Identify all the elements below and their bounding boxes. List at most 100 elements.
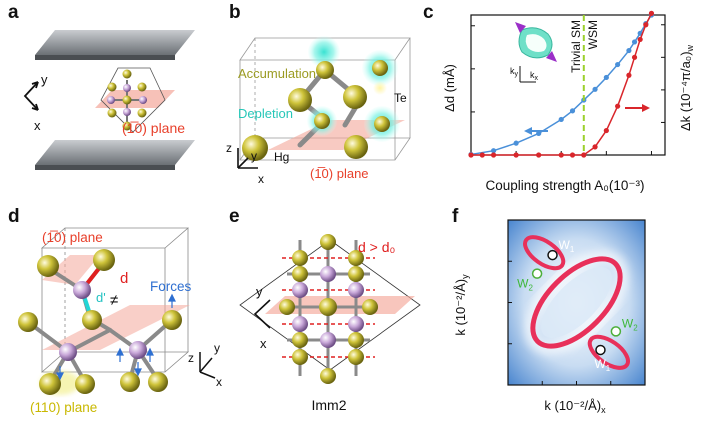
top-slab (35, 30, 195, 55)
panel-b: Accumulation Depletion Te Hg (1̅0) plane… (226, 36, 411, 186)
fermi-arc-inner (541, 267, 612, 338)
series-line-c-1 (471, 13, 653, 156)
data-point-c-0 (536, 130, 542, 137)
data-point-c-0 (490, 148, 497, 154)
weyl-label-main: W (559, 238, 571, 252)
crystal-atoms-a (107, 69, 147, 131)
panel-label-b: b (229, 2, 241, 23)
panel-d: (1̅0) plane d ≠ d' Forces (110) plane z … (18, 227, 222, 415)
data-point-c-0 (558, 116, 564, 123)
data-point-c-1 (643, 22, 649, 28)
axis-x-label-a: x (34, 118, 41, 133)
axis-arrows-c (524, 104, 650, 135)
data-point-c-0 (631, 39, 638, 45)
weyl-point-2 (531, 268, 543, 279)
panel-a: y x (1̅0) plane (23, 30, 195, 170)
panel-label-f: f (452, 206, 459, 227)
data-point-c-0 (626, 47, 632, 54)
plane-label-a: (1̅0) plane (122, 120, 185, 136)
accumulation-label: Accumulation (238, 66, 316, 81)
axes-d (199, 352, 216, 379)
weyl-label-sub: 2 (528, 284, 533, 293)
xlabel-c: Coupling strength A₀(10⁻³) (485, 178, 644, 193)
d-label: d (120, 270, 128, 287)
data-point-c-1 (637, 36, 643, 43)
plane-highlight-d-top (42, 305, 190, 350)
data-point-c-1 (490, 152, 497, 158)
axis-x-label-e: x (260, 336, 267, 351)
subscript: y (460, 274, 470, 279)
atoms-b (242, 60, 390, 161)
data-point-c-0 (603, 74, 609, 81)
axis-y-label-d: y (214, 341, 220, 355)
data-point-c-1 (581, 152, 587, 158)
weyl-point-1 (595, 344, 606, 356)
arc-lobe-0 (587, 334, 630, 370)
hg-label: Hg (274, 150, 289, 164)
data-point-c-0 (513, 140, 519, 146)
plane-bottom-label-d: (110) plane (30, 400, 97, 415)
weyl-label-sub: 1 (570, 245, 575, 254)
panel-label-a: a (8, 2, 19, 23)
panel-c: Trivial SM WSM ky kx Δd (mÅ) Δk (10⁻⁴π/a… (442, 10, 695, 193)
group-label-e: Imm2 (312, 397, 347, 413)
plane-label-b: (1̅0) plane (310, 166, 369, 181)
bottom-slab (35, 140, 195, 165)
weyl-label-main: W (594, 357, 606, 371)
series-line-c-0 (470, 14, 653, 156)
chart-c (468, 10, 665, 158)
atoms-d (18, 249, 182, 395)
weyl-point-3 (610, 326, 622, 337)
arc-lobe-1 (523, 235, 566, 271)
ylabel-right-c: Δk (10⁻⁴π/a₀)w (678, 44, 695, 131)
plane-top-label-d: (1̅0) plane (42, 230, 103, 245)
weyl-label-3: W2 (622, 316, 638, 332)
panel-e: d > d₀ y x Imm2 (239, 234, 421, 413)
weyl-label-2: W2 (517, 277, 533, 293)
subscript: x (601, 405, 606, 415)
panel-label-e: e (229, 206, 240, 227)
weyl-point-0 (547, 249, 558, 261)
fermi-arc-main (530, 256, 623, 349)
weyl-label-main: W (622, 316, 634, 330)
data-point-c-1 (592, 144, 598, 150)
weyl-label-sub: 1 (606, 364, 611, 373)
ylabel-left-c: Δd (mÅ) (442, 64, 457, 112)
data-point-c-1 (513, 152, 519, 158)
ylabel-f: k (10⁻²/Å)y (453, 274, 470, 336)
data-point-c-0 (592, 86, 598, 92)
axis-x-label-b: x (258, 172, 264, 186)
axes-a (23, 81, 39, 111)
weyl-label-0: W1 (559, 238, 575, 254)
axis-y-label-b: y (251, 149, 257, 163)
axes-e (253, 299, 271, 329)
weyl-label-1: W1 (594, 357, 610, 373)
condition-label: d > d₀ (358, 239, 396, 255)
region-right-label: WSM (586, 20, 600, 49)
data-point-c-1 (468, 152, 474, 158)
axis-y-label-e: y (256, 284, 263, 299)
data-point-c-1 (603, 127, 609, 134)
axis-x-label-d: x (216, 375, 222, 389)
inset-ky: ky (510, 66, 519, 78)
force-arrows (56, 293, 176, 381)
forces-label: Forces (150, 279, 192, 294)
data-point-c-1 (558, 152, 564, 158)
data-point-c-1 (626, 72, 632, 78)
panel-label-c: c (423, 2, 434, 23)
neq-label: ≠ (110, 292, 118, 309)
axis-z-label-b: z (226, 141, 232, 155)
data-point-c-1 (648, 10, 655, 16)
dprime-label: d' (96, 290, 106, 305)
inset-c: ky kx (510, 22, 557, 83)
axis-y-label-a: y (41, 72, 48, 87)
subscript: w (685, 44, 695, 52)
axis-z-label-d: z (188, 351, 194, 365)
weyl-label-main: W (517, 277, 529, 291)
atoms-e (279, 234, 378, 384)
te-label: Te (394, 91, 407, 105)
xlabel-f: k (10⁻²/Å)x (544, 398, 606, 415)
